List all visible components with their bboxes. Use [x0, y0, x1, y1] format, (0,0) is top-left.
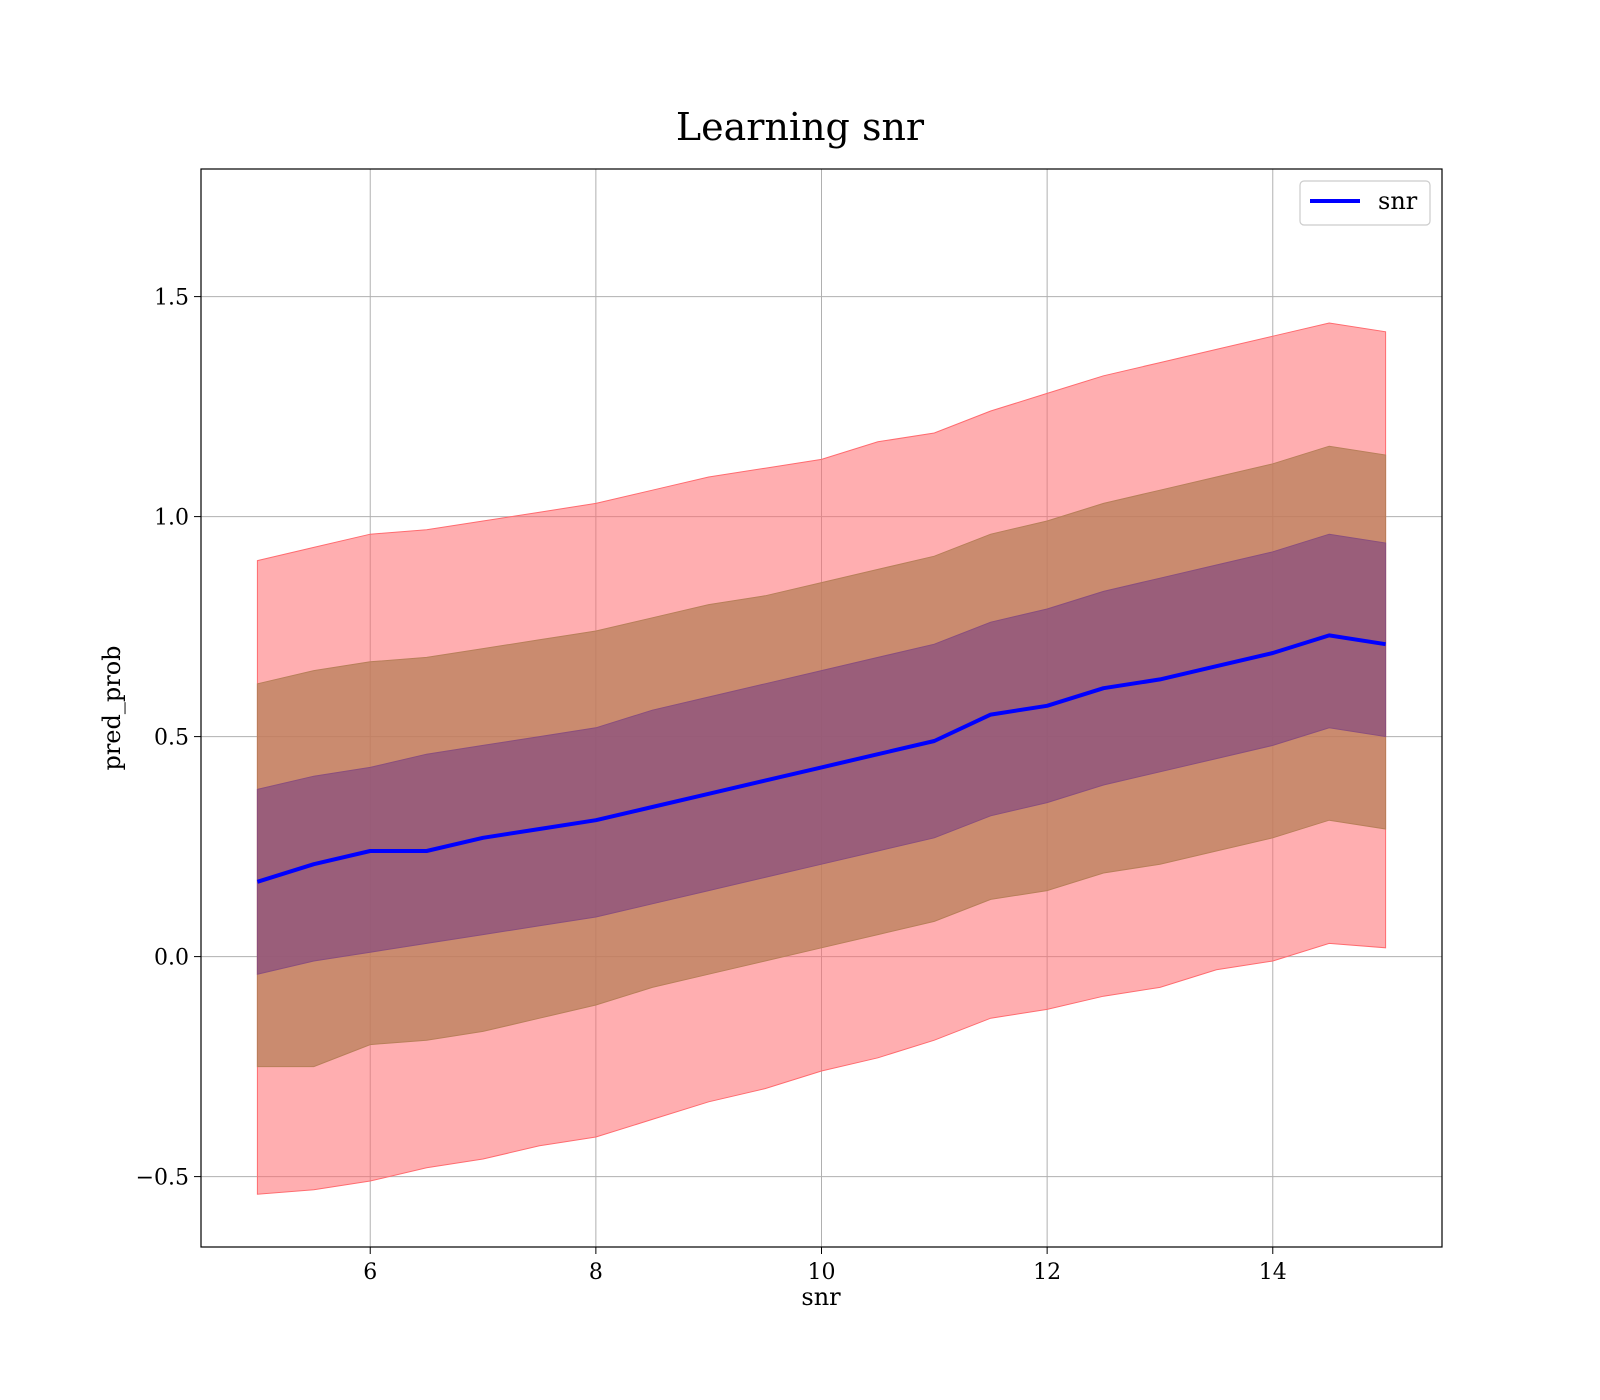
y-tick-label-0: −0.5 [136, 1166, 189, 1191]
x-tick-label-4: 14 [1259, 1260, 1287, 1285]
legend: snr [1299, 180, 1431, 226]
y-axis-ticks: −0.5 0.0 0.5 1.0 1.5 [136, 286, 201, 1191]
x-tick-label-2: 10 [808, 1260, 836, 1285]
mean-line-group [256, 633, 1386, 884]
y-tick-label-1: 0.0 [154, 946, 189, 971]
y-tick-label-2: 0.5 [154, 726, 189, 751]
legend-box [1299, 180, 1431, 226]
band-1sd [256, 533, 1387, 975]
series-line-snr [256, 633, 1386, 884]
x-axis-ticks: 6 8 10 12 14 [363, 1247, 1287, 1285]
x-tick-label-0: 6 [363, 1260, 377, 1285]
confidence-bands [256, 322, 1387, 1195]
x-axis-label: snr [801, 1283, 841, 1311]
x-tick-label-3: 12 [1033, 1260, 1061, 1285]
legend-label: snr [1378, 187, 1418, 215]
x-tick-label-1: 8 [589, 1260, 603, 1285]
y-axis-label: pred_prob [98, 645, 126, 770]
y-tick-label-4: 1.5 [154, 286, 189, 311]
y-tick-label-3: 1.0 [154, 506, 189, 531]
chart-title: Learning snr [676, 105, 925, 149]
